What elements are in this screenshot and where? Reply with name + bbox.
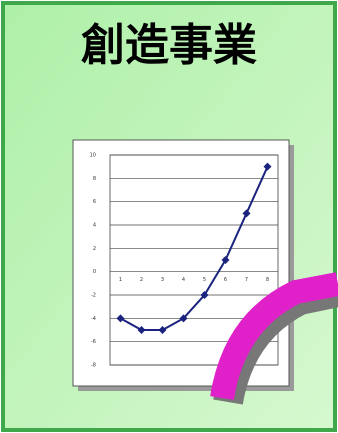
data-point <box>116 314 125 323</box>
data-point <box>242 209 251 218</box>
y-tick-label: -2 <box>91 293 96 299</box>
x-tick-label: 2 <box>140 277 143 283</box>
x-tick-label: 4 <box>182 277 185 283</box>
x-tick-label: 1 <box>119 277 122 283</box>
y-tick-label: -8 <box>91 363 96 369</box>
y-tick-label: 2 <box>93 246 96 252</box>
arc <box>210 272 338 401</box>
data-point <box>158 326 167 334</box>
data-point <box>137 326 146 334</box>
x-tick-label: 5 <box>203 277 206 283</box>
x-tick-label: 7 <box>245 277 248 283</box>
y-tick-label: 8 <box>93 176 96 182</box>
data-point <box>200 291 209 299</box>
y-tick-label: -4 <box>91 316 96 322</box>
title: 創造事業 <box>81 20 257 71</box>
y-tick-label: 0 <box>93 269 96 275</box>
y-tick-label: 6 <box>93 199 96 205</box>
x-tick-label: 6 <box>224 277 227 283</box>
data-point <box>179 314 188 323</box>
y-tick-label: 4 <box>93 223 96 229</box>
y-tick-label: 10 <box>90 153 96 159</box>
y-tick-label: -6 <box>91 339 96 345</box>
x-tick-label: 8 <box>266 277 269 283</box>
data-point <box>221 256 230 264</box>
x-tick-label: 3 <box>161 277 164 283</box>
data-point <box>263 162 272 171</box>
